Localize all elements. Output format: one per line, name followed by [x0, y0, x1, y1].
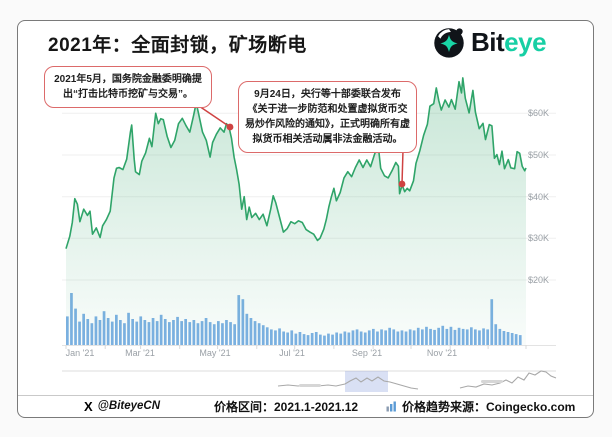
bar-chart-icon	[386, 401, 396, 411]
footer-twitter: X @BiteyeCN	[84, 398, 160, 414]
annotation-dot-2	[398, 180, 406, 188]
footer-price-range: 价格区间：2021.1-2021.12	[214, 398, 358, 414]
x-twitter-icon: X	[84, 398, 93, 414]
biteye-logo: Biteye	[430, 23, 547, 61]
x-tick-mar: Mar '21	[125, 348, 155, 358]
y-tick-40k: $40K	[528, 192, 550, 202]
biteye-wordmark: Biteye	[471, 27, 547, 57]
x-tick-jan: Jan '21	[65, 348, 95, 358]
navigator-label-left	[299, 384, 321, 387]
y-tick-60k: $60K	[528, 108, 550, 118]
price-range-label: 价格区间：2021.1-2021.12	[214, 399, 359, 414]
price-area-fill	[66, 77, 526, 346]
x-tick-sep: Sep '21	[351, 348, 383, 358]
source-label: 价格趋势来源：Coingecko.com	[402, 399, 576, 414]
annotation-connector-2	[401, 149, 404, 185]
x-tick-jul: Jul '21	[279, 348, 305, 358]
biteye-eye-icon	[434, 28, 464, 58]
annotation-dot-1	[226, 123, 234, 131]
price-line	[65, 77, 527, 249]
annotation-september-notice: 9月24日，央行等十部委联合发布《关于进一步防范和处置虚拟货币交易炒作风险的通知…	[238, 81, 417, 153]
page-title: 2021年：全面封锁，矿场断电	[48, 35, 307, 56]
x-tick-may: May '21	[199, 348, 231, 358]
footer-source: 价格趋势来源：Coingecko.com	[386, 398, 575, 414]
y-tick-30k: $30K	[528, 233, 550, 243]
navigator-sparkline	[459, 370, 557, 389]
navigator-selection[interactable]	[345, 371, 388, 392]
x-tick-nov: Nov '21	[426, 348, 458, 358]
y-tick-20k: $20K	[528, 275, 550, 285]
annotation-may-crackdown: 2021年5月，国务院金融委明确提出“打击比特币挖矿与交易”。	[44, 66, 212, 108]
navigator-label-right	[481, 380, 503, 383]
footer-divider	[18, 395, 593, 396]
y-tick-50k: $50K	[528, 150, 550, 160]
twitter-handle: @BiteyeCN	[97, 400, 161, 412]
